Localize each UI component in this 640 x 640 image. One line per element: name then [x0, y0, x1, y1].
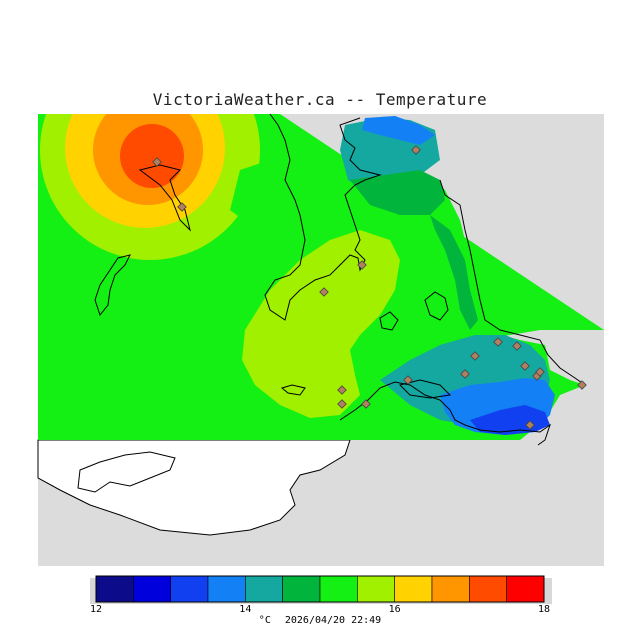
- coastlines: [94, 113, 586, 446]
- station-marker: [152, 157, 162, 167]
- station-markers: [152, 145, 587, 430]
- station-marker: [357, 260, 367, 270]
- legend-bin: [282, 575, 321, 603]
- legend-bin: [394, 575, 433, 603]
- legend-bin: [431, 575, 470, 603]
- contour-14-5-east: [430, 215, 478, 330]
- station-marker: [525, 420, 535, 430]
- island-1: [94, 254, 131, 317]
- station-marker: [493, 337, 503, 347]
- east-shore: [439, 179, 586, 386]
- legend-bin: [469, 575, 507, 603]
- legend-bin: [207, 575, 246, 603]
- legend-bin: [133, 575, 171, 603]
- legend-timestamp: 2026/04/20 22:49: [284, 615, 382, 626]
- legend-bin: [170, 575, 209, 603]
- station-marker: [470, 351, 480, 361]
- legend-bin: [319, 575, 358, 603]
- station-marker: [512, 341, 522, 351]
- island-3: [424, 291, 449, 321]
- map-title: VictoriaWeather.ca -- Temperature: [152, 90, 488, 109]
- station-marker: [460, 369, 470, 379]
- island-6: [399, 379, 452, 399]
- legend-tick-label: 18: [537, 604, 551, 615]
- island-4: [379, 311, 399, 331]
- vancouver-island-east-coast: [264, 113, 382, 321]
- us-coast-detail: [77, 451, 176, 493]
- station-marker: [337, 399, 347, 409]
- legend-tick-label: 14: [239, 604, 252, 615]
- station-marker: [319, 287, 329, 297]
- legend-bin: [357, 575, 395, 603]
- contour-14-5-north: [350, 170, 445, 215]
- station-marker: [520, 361, 530, 371]
- island-2: [280, 384, 306, 396]
- station-marker: [361, 399, 371, 409]
- contour-15-mid: [230, 160, 295, 225]
- station-marker: [337, 385, 347, 395]
- contour-17-5-nw: [120, 124, 184, 188]
- station-marker: [411, 145, 421, 155]
- station-marker: [177, 202, 187, 212]
- station-marker: [535, 367, 545, 377]
- saanich-coast: [339, 381, 551, 446]
- station-marker: [577, 380, 587, 390]
- station-marker: [403, 375, 413, 385]
- legend-bin: [95, 575, 134, 603]
- island-5: [138, 164, 191, 232]
- legend-tick-label: 16: [388, 604, 401, 615]
- contour-15-16-center: [242, 230, 400, 418]
- legend-bin: [245, 575, 283, 603]
- legend-footer: °C 2026/04/20 22:49: [0, 615, 640, 626]
- legend-unit: °C: [258, 615, 271, 626]
- legend-tick-label: 12: [89, 604, 103, 615]
- legend-bin: [506, 575, 545, 603]
- contour-13-north: [362, 116, 435, 145]
